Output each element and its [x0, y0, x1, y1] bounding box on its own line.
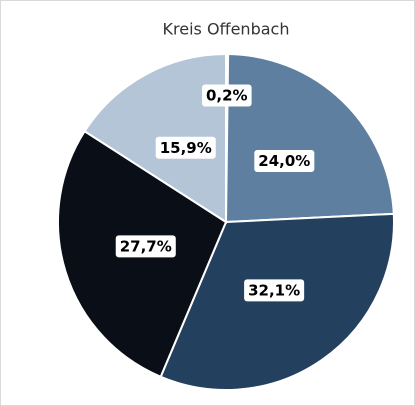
data-label: 15,9%: [160, 139, 212, 157]
data-label: 0,2%: [206, 87, 248, 105]
data-label-box: [201, 84, 252, 107]
chart-title: Kreis Offenbach: [163, 20, 290, 39]
pie-slice: [224, 53, 395, 224]
data-label: 24,0%: [258, 152, 310, 170]
data-label-box: [244, 279, 305, 302]
pie-slice: [159, 212, 395, 391]
pie-slice: [83, 52, 227, 224]
data-label-box: [115, 235, 176, 258]
data-label-box: [155, 136, 216, 159]
data-label: 32,1%: [248, 281, 300, 299]
data-label: 27,7%: [120, 237, 172, 255]
data-label-box: [254, 150, 315, 173]
